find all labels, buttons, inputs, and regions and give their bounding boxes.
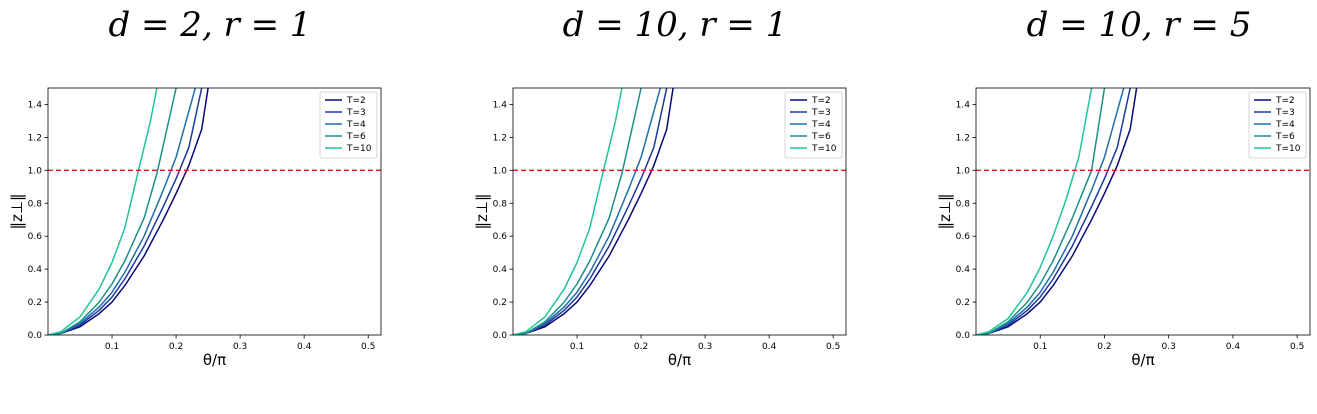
x-axis-label: θ/π bbox=[1131, 351, 1154, 369]
legend-label: T=4 bbox=[811, 120, 831, 130]
y-tick-label: 0.2 bbox=[956, 298, 970, 308]
chart-panel-3: d = 10, r = 5 0.0 0.2 0.4 0.6 0.8 1.0 1.2 1.4 0.1… bbox=[936, 5, 1311, 369]
x-tick-label: 0.3 bbox=[1162, 342, 1176, 352]
legend-label: T=2 bbox=[811, 96, 831, 106]
legend-label: T=3 bbox=[811, 108, 831, 118]
x-tick-label: 0.2 bbox=[169, 342, 183, 352]
y-tick-label: 0.4 bbox=[28, 265, 43, 275]
legend-label: T=3 bbox=[346, 108, 366, 118]
legend-label: T=2 bbox=[346, 96, 366, 106]
series-line-t2 bbox=[976, 88, 1138, 335]
plot-frame bbox=[975, 87, 1311, 336]
y-tick-label: 0.4 bbox=[493, 265, 508, 275]
legend-label: T=6 bbox=[346, 132, 366, 142]
series-line-t4 bbox=[513, 88, 662, 335]
x-tick-label: 0.5 bbox=[826, 342, 840, 352]
series-line-t2 bbox=[48, 88, 209, 335]
x-tick-label: 0.5 bbox=[361, 342, 375, 352]
chart-title: d = 10, r = 1 bbox=[563, 5, 788, 45]
y-tick-label: 0.6 bbox=[956, 232, 971, 242]
x-tick-label: 0.1 bbox=[105, 342, 119, 352]
chart-panel-2: d = 10, r = 1 0.0 0.2 0.4 0.6 0.8 1.0 1.2 1.4 0.1… bbox=[473, 5, 847, 369]
x-tick-label: 0.5 bbox=[1290, 342, 1304, 352]
y-tick-label: 1.0 bbox=[956, 166, 971, 176]
x-tick-label: 0.2 bbox=[1097, 342, 1111, 352]
series-line-t2 bbox=[513, 88, 674, 335]
legend-box bbox=[1248, 91, 1307, 159]
x-tick-label: 0.4 bbox=[1226, 342, 1241, 352]
legend-label: T=6 bbox=[1275, 132, 1295, 142]
y-tick-label: 1.2 bbox=[28, 133, 42, 143]
x-tick-label: 0.4 bbox=[762, 342, 777, 352]
series-line-t4 bbox=[976, 88, 1125, 335]
y-tick-label: 0.0 bbox=[28, 331, 43, 341]
series-line-t6 bbox=[976, 88, 1106, 335]
plot-frame bbox=[47, 87, 382, 336]
x-tick-label: 0.3 bbox=[233, 342, 247, 352]
series-line-t10 bbox=[48, 88, 158, 335]
y-tick-label: 1.0 bbox=[28, 166, 43, 176]
y-axis-label: ‖z⊥‖ bbox=[473, 194, 491, 230]
y-tick-label: 1.0 bbox=[493, 166, 508, 176]
y-tick-label: 0.6 bbox=[493, 232, 508, 242]
series-line-t3 bbox=[976, 88, 1131, 335]
y-tick-label: 0.2 bbox=[28, 298, 42, 308]
series-line-t10 bbox=[513, 88, 623, 335]
x-tick-label: 0.1 bbox=[570, 342, 584, 352]
series-line-t6 bbox=[48, 88, 177, 335]
x-tick-label: 0.4 bbox=[297, 342, 312, 352]
legend-label: T=10 bbox=[346, 144, 372, 154]
chart-title: d = 10, r = 5 bbox=[1027, 5, 1252, 45]
legend-label: T=2 bbox=[1275, 96, 1295, 106]
chart-panel-1: d = 2, r = 1 0.0 0.2 0.4 0.6 0.8 1.0 1.2 1.4 0.1 0… bbox=[8, 5, 382, 369]
series-line-t3 bbox=[513, 88, 668, 335]
y-tick-label: 0.0 bbox=[493, 331, 508, 341]
chart-title: d = 2, r = 1 bbox=[108, 5, 311, 45]
x-axis-label: θ/π bbox=[668, 351, 691, 369]
y-tick-label: 1.4 bbox=[28, 100, 43, 110]
legend-box bbox=[319, 91, 378, 159]
y-axis-label: ‖z⊥‖ bbox=[8, 194, 26, 230]
y-tick-label: 0.8 bbox=[28, 199, 43, 209]
legend-label: T=6 bbox=[811, 132, 831, 142]
y-tick-label: 1.2 bbox=[956, 133, 970, 143]
y-tick-label: 1.4 bbox=[493, 100, 508, 110]
y-tick-label: 0.6 bbox=[28, 232, 43, 242]
legend-label: T=3 bbox=[1275, 108, 1295, 118]
plot-frame bbox=[512, 87, 847, 336]
y-axis-label: ‖z⊥‖ bbox=[936, 194, 954, 230]
series-line-t10 bbox=[976, 88, 1093, 335]
y-tick-label: 1.4 bbox=[956, 100, 971, 110]
legend-box bbox=[784, 91, 843, 159]
y-tick-label: 1.2 bbox=[493, 133, 507, 143]
legend-label: T=10 bbox=[1275, 144, 1301, 154]
y-tick-label: 0.4 bbox=[956, 265, 971, 275]
y-tick-label: 0.8 bbox=[493, 199, 508, 209]
y-tick-label: 0.0 bbox=[956, 331, 971, 341]
legend-label: T=4 bbox=[1275, 120, 1295, 130]
x-axis-label: θ/π bbox=[203, 351, 226, 369]
legend-label: T=10 bbox=[811, 144, 837, 154]
y-tick-label: 0.2 bbox=[493, 298, 507, 308]
legend-label: T=4 bbox=[346, 120, 366, 130]
series-line-t4 bbox=[48, 88, 197, 335]
x-tick-label: 0.2 bbox=[634, 342, 648, 352]
series-line-t6 bbox=[513, 88, 642, 335]
x-tick-label: 0.1 bbox=[1033, 342, 1047, 352]
x-tick-label: 0.3 bbox=[698, 342, 712, 352]
series-line-t3 bbox=[48, 88, 203, 335]
y-tick-label: 0.8 bbox=[956, 199, 971, 209]
